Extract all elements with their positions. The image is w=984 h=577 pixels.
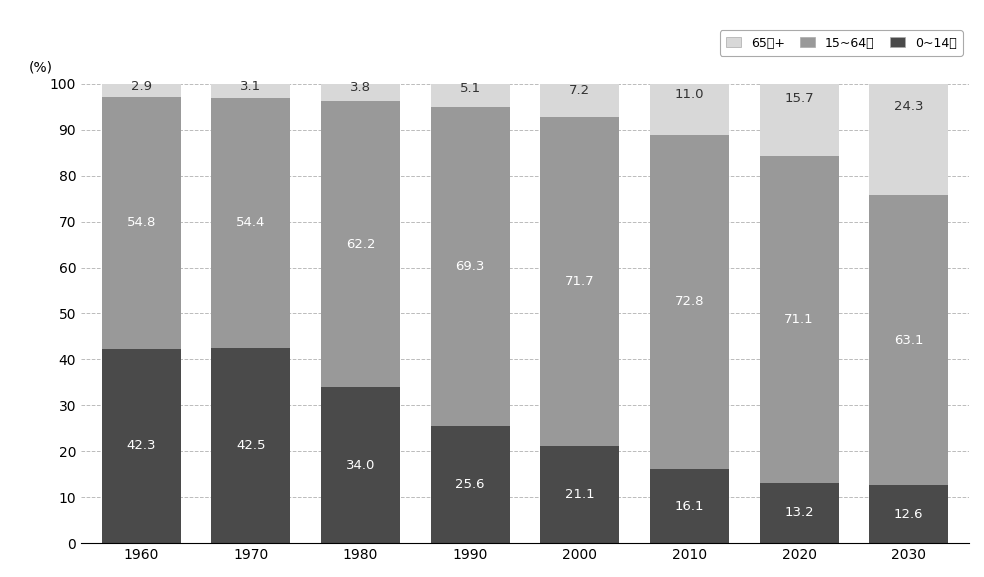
Bar: [101, 84, 181, 97]
Bar: [540, 84, 619, 117]
Bar: [650, 84, 729, 135]
Text: 62.2: 62.2: [345, 238, 375, 250]
Bar: [321, 102, 400, 387]
Bar: [760, 156, 838, 482]
Bar: [540, 117, 619, 446]
Bar: [869, 485, 949, 543]
Bar: [321, 387, 400, 543]
Text: 12.6: 12.6: [893, 508, 923, 520]
Text: 24.3: 24.3: [893, 100, 923, 113]
Text: 54.4: 54.4: [236, 216, 266, 230]
Bar: [212, 98, 290, 348]
Text: 54.8: 54.8: [127, 216, 156, 230]
Text: 71.1: 71.1: [784, 313, 814, 326]
Bar: [540, 446, 619, 543]
Bar: [431, 107, 510, 426]
Text: 42.5: 42.5: [236, 439, 266, 452]
Bar: [760, 482, 838, 543]
Bar: [650, 135, 729, 469]
Text: 69.3: 69.3: [456, 260, 485, 273]
Legend: 65세+, 15~64세, 0~14세: 65세+, 15~64세, 0~14세: [720, 31, 962, 56]
Bar: [431, 84, 510, 107]
Bar: [101, 349, 181, 543]
Text: 2.9: 2.9: [131, 80, 152, 93]
Text: 5.1: 5.1: [460, 82, 481, 95]
Bar: [212, 84, 290, 98]
Text: 15.7: 15.7: [784, 92, 814, 105]
Bar: [321, 84, 400, 102]
Text: 11.0: 11.0: [675, 88, 705, 101]
Bar: [650, 469, 729, 543]
Text: 72.8: 72.8: [675, 295, 705, 309]
Bar: [760, 84, 838, 156]
Text: 7.2: 7.2: [570, 84, 590, 97]
Text: 3.1: 3.1: [240, 80, 262, 93]
Bar: [212, 348, 290, 543]
Text: 13.2: 13.2: [784, 507, 814, 519]
Text: 71.7: 71.7: [565, 275, 594, 288]
Text: 16.1: 16.1: [675, 500, 705, 512]
Bar: [431, 426, 510, 543]
Y-axis label: (%): (%): [30, 61, 53, 74]
Bar: [869, 84, 949, 196]
Text: 34.0: 34.0: [345, 459, 375, 471]
Bar: [101, 97, 181, 349]
Text: 42.3: 42.3: [127, 440, 156, 452]
Text: 3.8: 3.8: [350, 81, 371, 94]
Text: 63.1: 63.1: [893, 334, 923, 347]
Bar: [869, 196, 949, 485]
Text: 25.6: 25.6: [456, 478, 485, 491]
Text: 21.1: 21.1: [565, 488, 594, 501]
